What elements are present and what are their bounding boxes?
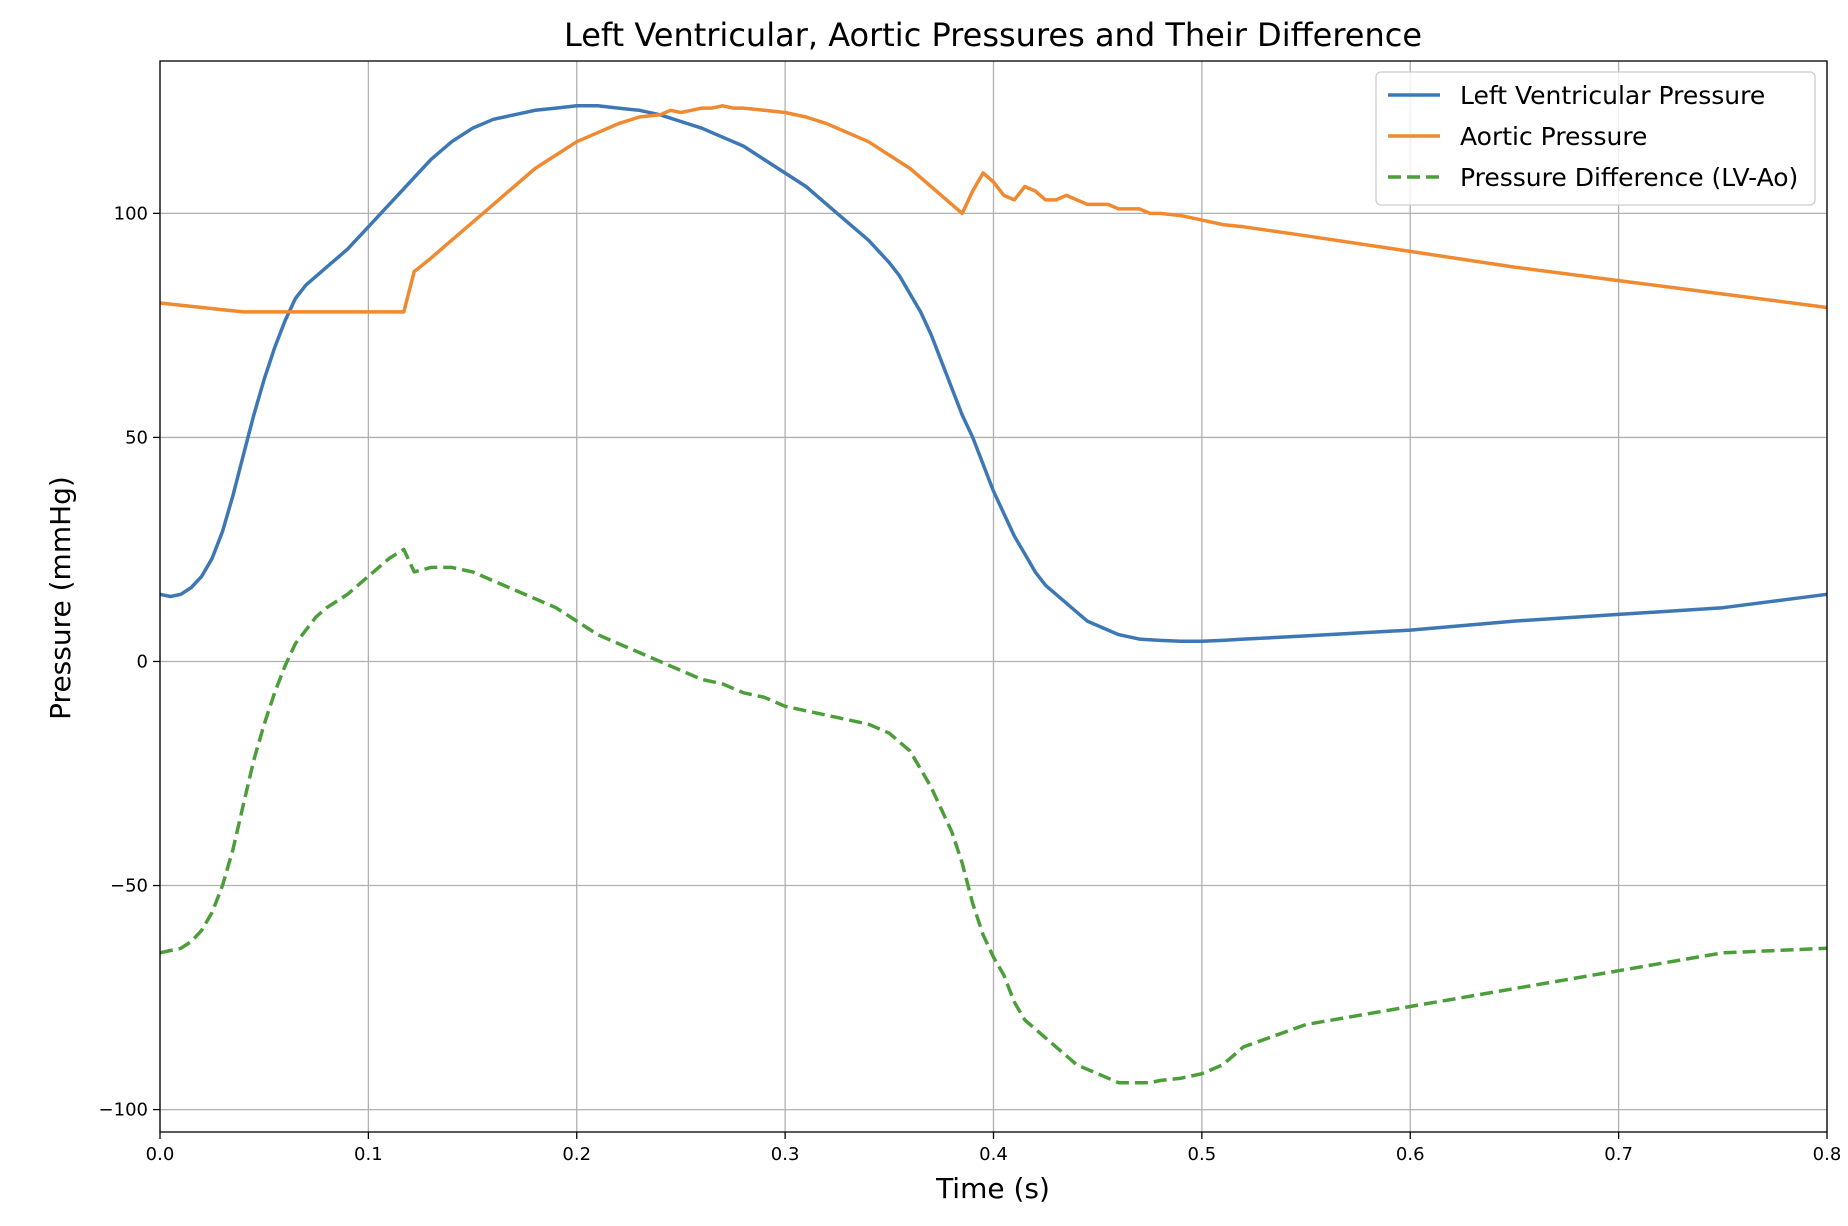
- y-tick-label: 50: [125, 427, 148, 448]
- chart-title: Left Ventricular, Aortic Pressures and T…: [564, 16, 1422, 54]
- series-line-2: [159, 104, 1828, 314]
- x-axis-ticks: 0.0 0.1 0.2 0.3 0.4 0.5 0.6 0.7 0.8: [146, 1132, 1842, 1165]
- x-axis-title: Time (s): [935, 1172, 1050, 1205]
- x-tick-label: 0.1: [354, 1144, 383, 1165]
- x-tick-label: 0.6: [1396, 1144, 1425, 1165]
- x-tick-label: 0.2: [562, 1144, 591, 1165]
- series-layer: [159, 104, 1828, 1085]
- series-line-1: [159, 104, 1828, 644]
- y-tick-label: 0: [137, 651, 148, 672]
- series-line-3: [159, 547, 1828, 1085]
- legend-label: Aortic Pressure: [1460, 122, 1647, 151]
- x-tick-label: 0.5: [1188, 1144, 1217, 1165]
- x-tick-label: 0.7: [1604, 1144, 1633, 1165]
- y-axis-ticks: 100 50 0 −50 −100: [99, 203, 160, 1121]
- legend-box: [1375, 71, 1816, 206]
- y-axis-title: Pressure (mmHg): [44, 476, 77, 720]
- legend: Left Ventricular Pressure Aortic Pressure…: [1375, 71, 1816, 206]
- x-tick-label: 0.3: [771, 1144, 800, 1165]
- x-tick-label: 0.8: [1813, 1144, 1842, 1165]
- legend-label: Pressure Difference (LV-Ao): [1460, 163, 1798, 192]
- x-tick-label: 0.0: [146, 1144, 175, 1165]
- x-tick-label: 0.4: [979, 1144, 1008, 1165]
- y-tick-label: −50: [110, 876, 148, 897]
- y-tick-label: −100: [99, 1100, 148, 1121]
- y-tick-label: 100: [114, 203, 148, 224]
- legend-label: Left Ventricular Pressure: [1460, 81, 1765, 110]
